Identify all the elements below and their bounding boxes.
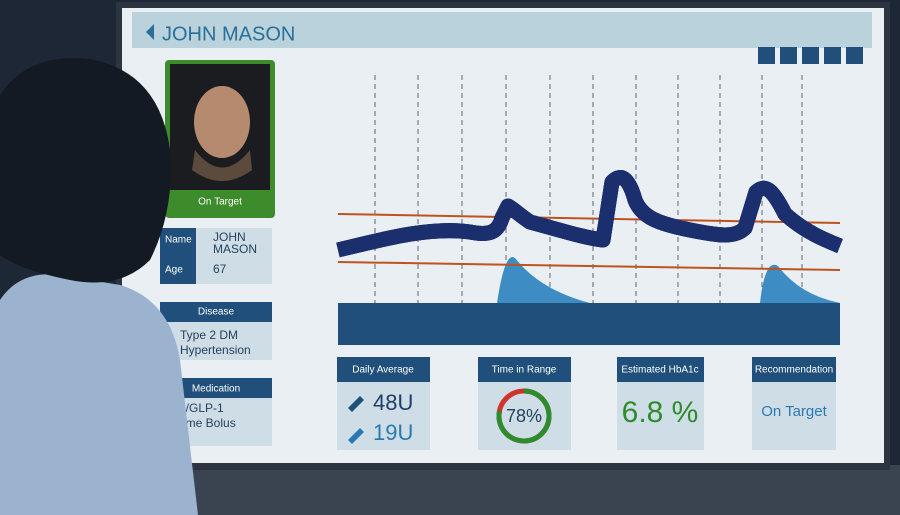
range-lower: [337, 261, 841, 271]
card-header: [617, 357, 704, 382]
gauge-arc: [496, 388, 552, 444]
back-arrow[interactable]: [146, 24, 154, 40]
beard: [192, 150, 252, 181]
face: [194, 86, 250, 158]
pen-icon: [348, 396, 364, 412]
dose: 19U: [373, 420, 413, 445]
name: MASON: [213, 242, 257, 256]
tool-icon[interactable]: [824, 47, 841, 64]
header-bar: [132, 12, 872, 48]
label: Age: [165, 265, 183, 276]
card-title: Daily Average: [352, 365, 414, 376]
glucose-chart: [338, 75, 840, 345]
card-title: Estimated HbA1c: [621, 365, 698, 376]
card-header: [160, 302, 272, 322]
gauge-label: 78%: [506, 406, 542, 426]
hba1c: 6.8 %: [622, 396, 699, 429]
card-title: Medication: [192, 384, 240, 395]
card-header: [160, 378, 272, 398]
person-shirt: [0, 274, 198, 515]
card-title: Recommendation: [755, 365, 833, 376]
tool-icon[interactable]: [846, 47, 863, 64]
basal-bar: [338, 303, 840, 345]
tool-icon[interactable]: [758, 47, 775, 64]
card-header: [478, 357, 571, 382]
tool-icon[interactable]: [780, 47, 797, 64]
name: JOHN: [213, 230, 246, 244]
disease: Hypertension: [180, 343, 251, 357]
disease: Type 2 DM: [180, 328, 238, 342]
medication: ime Bolus: [183, 416, 236, 430]
card-title: Disease: [198, 307, 235, 318]
insulin-peak: [760, 264, 840, 303]
tool-icon[interactable]: [802, 47, 819, 64]
pen-icon: [348, 428, 364, 444]
recommendation: On Target: [761, 403, 827, 420]
range-upper: [337, 213, 841, 224]
medication: l/GLP-1: [183, 401, 224, 415]
header-title: JOHN MASON: [162, 23, 295, 45]
card-title: Time in Range: [492, 365, 557, 376]
dose: 48U: [373, 390, 413, 415]
info-card-side: [160, 228, 196, 284]
status: On Target: [198, 197, 242, 208]
person-head: [0, 58, 171, 283]
card-header: [337, 357, 430, 382]
insulin-peak: [497, 256, 590, 303]
age: 67: [213, 262, 227, 276]
card-header: [752, 357, 836, 382]
toolbar: [758, 47, 863, 64]
label: Name: [165, 235, 192, 246]
